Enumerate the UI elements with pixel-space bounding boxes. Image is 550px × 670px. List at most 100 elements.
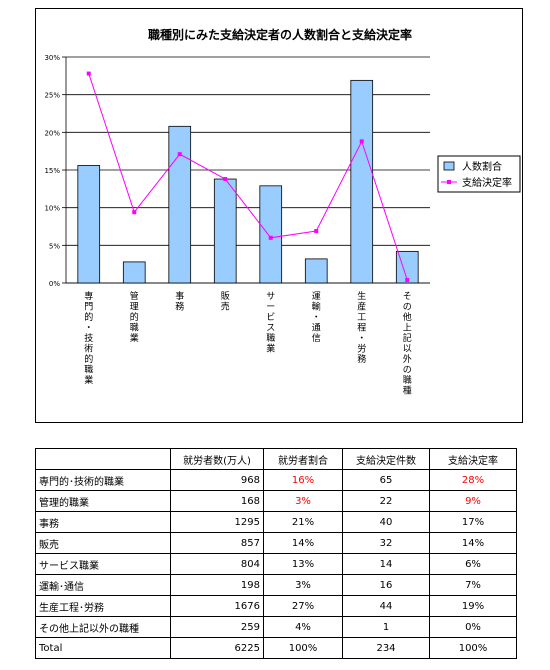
line-point xyxy=(268,235,273,240)
table-cell: 100% xyxy=(429,637,517,659)
table-cell: 3% xyxy=(263,574,343,596)
table-cell: 管理的職業 xyxy=(35,490,171,512)
chart-svg: 職種別にみた支給決定者の人数割合と支給決定率 0% 5% 10% 15% 20% 25% 3… xyxy=(44,27,521,397)
table-row: 運輸･通信 198 3% 16 7% xyxy=(35,574,517,596)
table-header-cell: 就労者割合 xyxy=(263,448,343,470)
table-row: 事務 1295 21% 40 17% xyxy=(35,511,517,533)
table-cell: 運輸･通信 xyxy=(35,574,171,596)
table-header-cell: 支給決定率 xyxy=(429,448,517,470)
x-tick-label: 販売 xyxy=(221,290,230,313)
table-cell: 事務 xyxy=(35,511,171,533)
table-cell: 9% xyxy=(429,490,517,512)
table-cell: 14 xyxy=(342,553,430,575)
line-point xyxy=(177,152,182,157)
y-tick-label: 5% xyxy=(49,242,60,250)
data-table: 就労者数(万人) 就労者割合 支給決定件数 支給決定率 専門的･技術的職業 968 16%… xyxy=(35,448,517,659)
table-cell: 19% xyxy=(429,595,517,617)
x-tick-label: 管理的職業 xyxy=(130,290,139,344)
x-tick-label: 運輸・通信 xyxy=(312,291,321,344)
table-cell: 13% xyxy=(263,553,343,575)
bar xyxy=(168,125,192,284)
table-cell: 16 xyxy=(342,574,430,596)
line-point xyxy=(223,177,228,182)
table-cell: 4% xyxy=(263,616,343,638)
table-cell: 0% xyxy=(429,616,517,638)
table-header-cell: 就労者数(万人) xyxy=(170,448,264,470)
bar xyxy=(213,178,237,284)
table-cell: 7% xyxy=(429,574,517,596)
table-cell: Total xyxy=(35,637,171,659)
table-cell: 968 xyxy=(170,469,264,491)
legend-bar-swatch xyxy=(443,161,455,171)
table-row: サービス職業 804 13% 14 6% xyxy=(35,553,517,575)
x-tick-label: 事務 xyxy=(175,290,184,313)
table-cell: 14% xyxy=(263,532,343,554)
y-tick-label: 10% xyxy=(44,205,60,213)
bar-series xyxy=(77,79,419,284)
line-point xyxy=(405,277,410,282)
table-row: Total 6225 100% 234 100% xyxy=(35,637,517,659)
y-tick-label: 15% xyxy=(44,167,60,175)
x-tick-label: その他上記以外の職種 xyxy=(403,291,412,397)
bar xyxy=(77,165,101,284)
table-row: 専門的･技術的職業 968 16% 65 28% xyxy=(35,469,517,491)
x-tick-label: 専門的・技術的職業 xyxy=(84,290,93,386)
table-cell: 6% xyxy=(429,553,517,575)
table-body: 専門的･技術的職業 968 16% 65 28% 管理的職業 168 3% 22 9% 事務 1295… xyxy=(35,469,517,659)
table-cell: 1 xyxy=(342,616,430,638)
line-point xyxy=(132,210,137,215)
table-cell: 16% xyxy=(263,469,343,491)
chart-title: 職種別にみた支給決定者の人数割合と支給決定率 xyxy=(148,27,412,42)
table-cell: 28% xyxy=(429,469,517,491)
table-cell: 32 xyxy=(342,532,430,554)
bar xyxy=(395,250,419,284)
table-cell: 14% xyxy=(429,532,517,554)
table-cell: 3% xyxy=(263,490,343,512)
legend-line-label: 支給決定率 xyxy=(462,176,512,189)
bar xyxy=(350,79,374,284)
bar xyxy=(304,258,328,284)
x-tick-label: サービス職業 xyxy=(266,291,275,355)
table-cell: 857 xyxy=(170,532,264,554)
legend-bar-label: 人数割合 xyxy=(462,160,502,173)
table-cell: 44 xyxy=(342,595,430,617)
legend-line-marker xyxy=(447,180,451,184)
table-row: その他上記以外の職種 259 4% 1 0% xyxy=(35,616,517,638)
legend: 人数割合 支給決定率 xyxy=(437,155,521,193)
table-cell: 65 xyxy=(342,469,430,491)
table-cell: 1676 xyxy=(170,595,264,617)
table-header-cell: 支給決定件数 xyxy=(342,448,430,470)
table-header-row: 就労者数(万人) 就労者割合 支給決定件数 支給決定率 xyxy=(35,448,517,470)
table-cell: 804 xyxy=(170,553,264,575)
series-line xyxy=(88,73,408,281)
line-point xyxy=(359,139,364,144)
table-cell: サービス職業 xyxy=(35,553,171,575)
x-axis-labels: 専門的・技術的職業 管理的職業 事務 販売 サービス職業 運輸・通信 生産工程・労務 その他上… xyxy=(84,290,412,397)
bar xyxy=(259,185,283,284)
y-tick-label: 20% xyxy=(44,129,60,137)
table-header-cell xyxy=(35,448,171,470)
y-tick-label: 30% xyxy=(44,54,60,62)
x-tick-label: 生産工程・労務 xyxy=(357,290,366,365)
table-cell: 234 xyxy=(342,637,430,659)
table-cell: 1295 xyxy=(170,511,264,533)
table-cell: 専門的･技術的職業 xyxy=(35,469,171,491)
table-cell: 22 xyxy=(342,490,430,512)
table-cell: 27% xyxy=(263,595,343,617)
table-cell: 168 xyxy=(170,490,264,512)
line-series xyxy=(86,71,410,282)
table-cell: 40 xyxy=(342,511,430,533)
table-row: 販売 857 14% 32 14% xyxy=(35,532,517,554)
line-point xyxy=(86,71,91,76)
table-cell: 198 xyxy=(170,574,264,596)
y-tick-label: 0% xyxy=(49,280,60,288)
bar xyxy=(122,261,146,284)
chart-panel: 職種別にみた支給決定者の人数割合と支給決定率 0% 5% 10% 15% 20% 25% 3… xyxy=(35,8,523,423)
table-cell: 生産工程･労務 xyxy=(35,595,171,617)
line-point xyxy=(314,229,319,234)
table-cell: 6225 xyxy=(170,637,264,659)
table-cell: 販売 xyxy=(35,532,171,554)
table-cell: 259 xyxy=(170,616,264,638)
table-row: 生産工程･労務 1676 27% 44 19% xyxy=(35,595,517,617)
y-tick-label: 25% xyxy=(44,92,60,100)
